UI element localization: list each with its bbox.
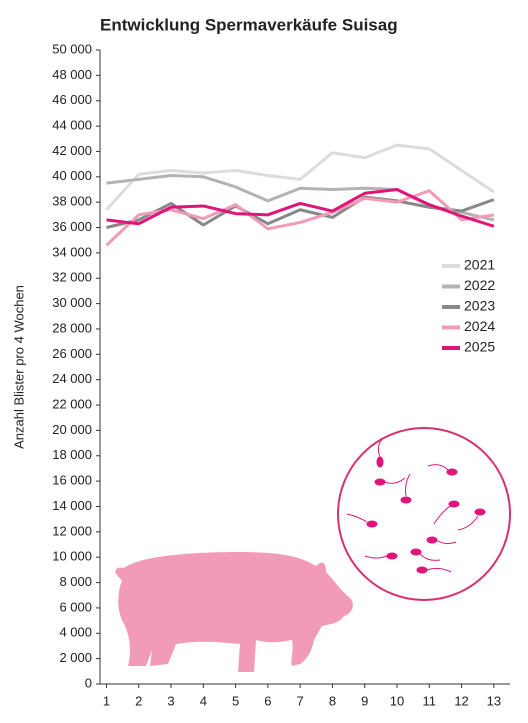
y-tick-label: 22 000 xyxy=(52,396,92,411)
y-tick-label: 24 000 xyxy=(52,371,92,386)
x-tick-label: 5 xyxy=(232,693,239,708)
x-tick-label: 8 xyxy=(329,693,336,708)
y-tick-label: 46 000 xyxy=(52,92,92,107)
y-tick-label: 10 000 xyxy=(52,549,92,564)
y-tick-label: 44 000 xyxy=(52,118,92,133)
y-tick-label: 18 000 xyxy=(52,447,92,462)
line-series xyxy=(105,143,495,211)
y-tick-label: 40 000 xyxy=(52,168,92,183)
legend-label: 2023 xyxy=(464,298,495,314)
y-tick-label: 32 000 xyxy=(52,270,92,285)
y-axis-label: Anzahl Blister pro 4 Wochen xyxy=(11,285,26,449)
line-series xyxy=(106,187,495,228)
x-tick-label: 12 xyxy=(454,693,468,708)
chart-title: Entwicklung Spermaverkäufe Suisag xyxy=(100,15,398,34)
y-tick-label: 50 000 xyxy=(52,41,92,56)
y-tick-label: 16 000 xyxy=(52,473,92,488)
x-tick-label: 1 xyxy=(103,693,110,708)
x-tick-label: 9 xyxy=(361,693,368,708)
x-tick-label: 10 xyxy=(390,693,404,708)
legend-label: 2024 xyxy=(464,318,495,334)
legend-label: 2025 xyxy=(464,339,495,355)
y-tick-label: 14 000 xyxy=(52,498,92,513)
legend-label: 2021 xyxy=(464,257,495,273)
y-tick-label: 26 000 xyxy=(52,346,92,361)
y-tick-label: 42 000 xyxy=(52,143,92,158)
y-tick-label: 20 000 xyxy=(52,422,92,437)
y-tick-label: 30 000 xyxy=(52,295,92,310)
y-tick-label: 2 000 xyxy=(59,650,92,665)
sperm-cells xyxy=(346,438,486,574)
x-tick-label: 3 xyxy=(167,693,174,708)
y-tick-label: 8 000 xyxy=(59,574,92,589)
y-tick-label: 38 000 xyxy=(52,194,92,209)
y-tick-label: 6 000 xyxy=(59,599,92,614)
x-tick-label: 2 xyxy=(135,693,142,708)
x-tick-label: 6 xyxy=(264,693,271,708)
x-tick-label: 11 xyxy=(423,693,437,708)
y-tick-label: 28 000 xyxy=(52,320,92,335)
sperm-illustration xyxy=(337,427,511,601)
x-tick-label: 4 xyxy=(200,693,207,708)
y-tick-label: 0 xyxy=(85,675,92,690)
line-series xyxy=(106,195,495,229)
y-tick-label: 12 000 xyxy=(52,523,92,538)
x-tick-label: 7 xyxy=(297,693,304,708)
y-tick-label: 4 000 xyxy=(59,625,92,640)
x-tick-label: 13 xyxy=(487,693,501,708)
line-series xyxy=(105,189,495,247)
y-tick-label: 36 000 xyxy=(52,219,92,234)
pig-illustration xyxy=(115,552,353,672)
y-tick-label: 48 000 xyxy=(52,67,92,82)
legend-label: 2022 xyxy=(464,277,495,293)
y-tick-label: 34 000 xyxy=(52,244,92,259)
